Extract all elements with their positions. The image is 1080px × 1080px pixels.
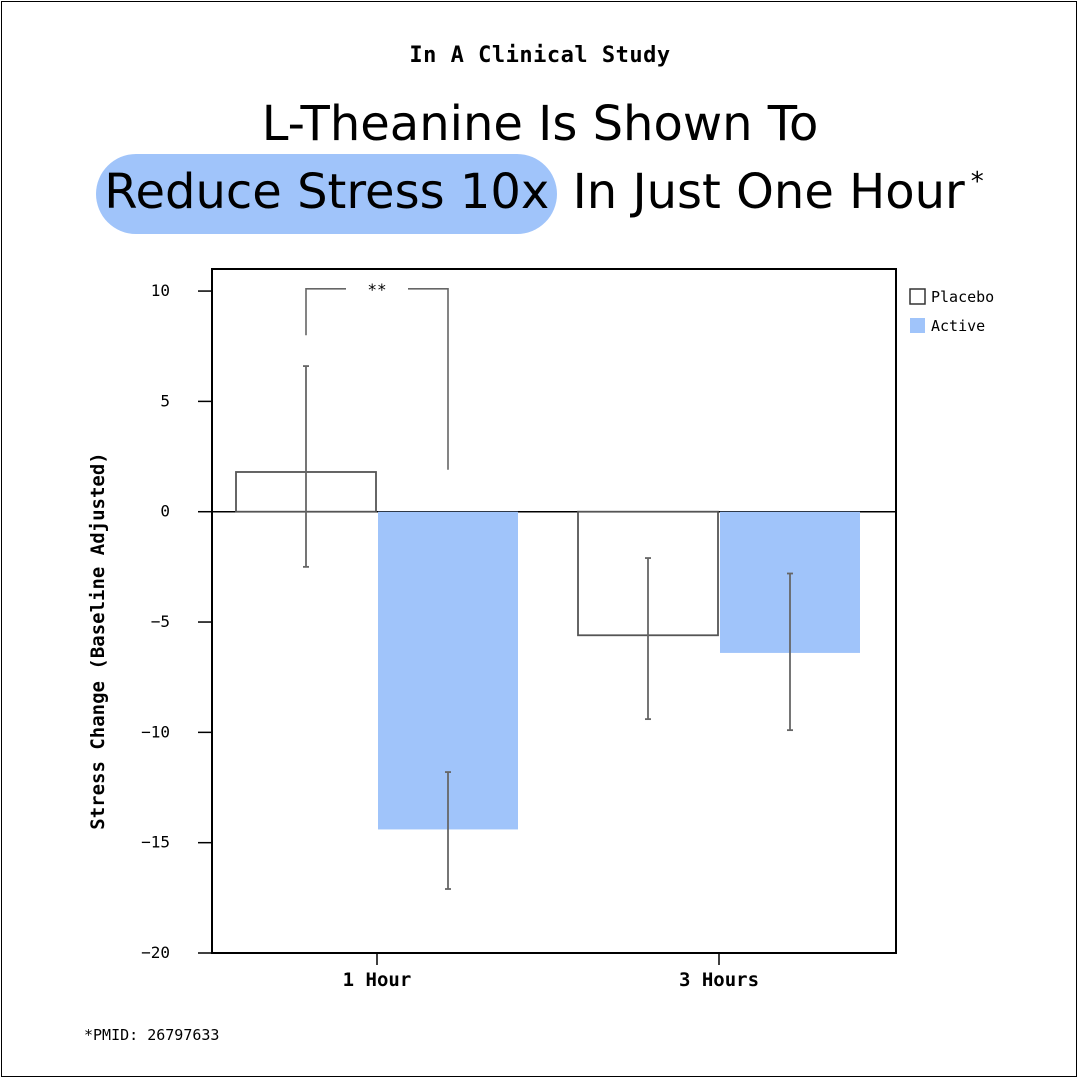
headline-asterisk: * <box>970 167 984 197</box>
y-tick-label: −20 <box>141 943 170 962</box>
y-tick-label: −15 <box>141 833 170 852</box>
x-tick-label: 1 Hour <box>343 969 412 991</box>
legend-swatch-placebo <box>909 288 926 305</box>
legend-swatch-active <box>910 318 925 333</box>
headline-highlight: Reduce Stress 10x <box>96 154 558 234</box>
legend-label-active: Active <box>931 317 985 335</box>
significance-bracket <box>305 288 449 470</box>
x-tick-label: 3 Hours <box>679 969 759 991</box>
headline-line-1: L-Theanine Is Shown To <box>261 96 819 152</box>
footnote-citation: *PMID: 26797633 <box>84 1026 220 1044</box>
significance-label: ** <box>367 280 386 299</box>
y-tick-label: 5 <box>160 391 170 410</box>
y-tick-label: 0 <box>160 502 170 521</box>
headline-line-2: Reduce Stress 10x In Just One Hour * <box>0 154 1080 234</box>
y-tick-label: 10 <box>151 281 170 300</box>
headline-rest: In Just One Hour <box>572 164 965 220</box>
plot-frame <box>211 268 897 954</box>
legend-label-placebo: Placebo <box>931 288 994 306</box>
y-axis-label: Stress Change (Baseline Adjusted) <box>87 452 109 830</box>
plot-area: 10 5 0 −5 −10 −15 −20 1 Hour 3 Hours ** Stress Cha… <box>87 268 994 991</box>
eyebrow-text: In A Clinical Study <box>409 43 671 68</box>
y-tick-label: −10 <box>141 722 170 741</box>
y-tick-label: −5 <box>151 612 170 631</box>
